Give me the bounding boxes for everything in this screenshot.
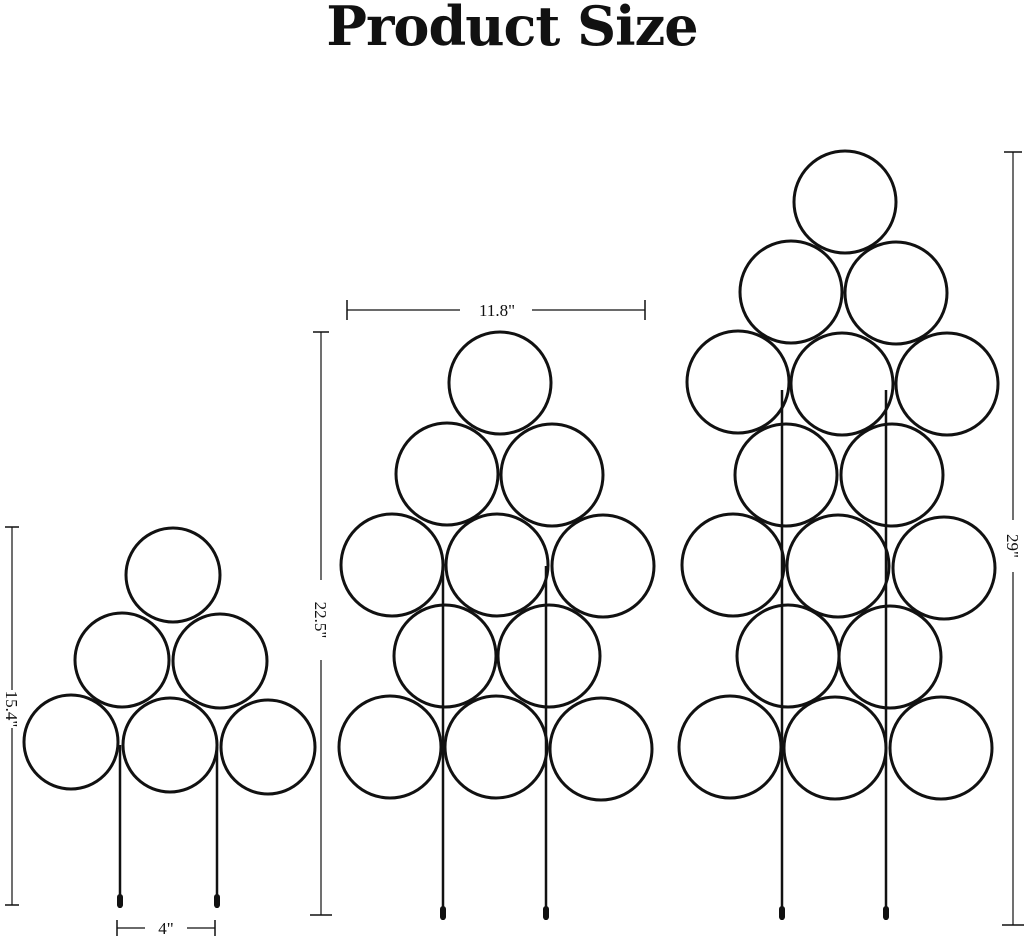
- dimension-small-stake-spacing: 4": [116, 919, 216, 938]
- stake-tip: [779, 906, 785, 920]
- stake-tip: [440, 906, 446, 920]
- medium-height-label: 22.5": [311, 602, 330, 639]
- trellis-ring: [789, 331, 895, 437]
- trellis-ring: [496, 603, 602, 709]
- trellis-ring: [550, 513, 656, 619]
- trellis-ring: [443, 694, 549, 800]
- trellis-medium: [337, 330, 656, 920]
- page-title: Product Size: [326, 0, 698, 58]
- small-spacing-label: 4": [158, 919, 173, 938]
- stake-tip: [883, 906, 889, 920]
- trellis-large: [677, 149, 1000, 920]
- trellis-ring: [337, 694, 443, 800]
- trellis-ring: [738, 239, 844, 345]
- stake-tip: [117, 894, 123, 908]
- trellis-ring: [733, 422, 839, 528]
- trellis-ring: [73, 611, 171, 709]
- small-height-label: 15.4": [2, 691, 21, 728]
- stake-tip: [543, 906, 549, 920]
- dimension-small-height: 15.4": [2, 526, 21, 906]
- trellis-ring: [392, 603, 498, 709]
- trellis-ring: [548, 696, 654, 802]
- trellis-ring: [394, 421, 500, 527]
- dimension-large-height: 29": [1002, 151, 1024, 926]
- trellis-ring: [843, 240, 949, 346]
- trellis-small: [22, 526, 317, 908]
- trellis-ring: [121, 696, 219, 794]
- trellis-ring: [782, 695, 888, 801]
- trellis-ring: [677, 694, 783, 800]
- trellis-ring: [735, 603, 841, 709]
- trellis-ring: [22, 693, 120, 791]
- trellis-ring: [685, 329, 791, 435]
- large-height-label: 29": [1003, 534, 1022, 558]
- trellis-ring: [894, 331, 1000, 437]
- trellis-ring: [339, 512, 445, 618]
- trellis-ring: [888, 695, 994, 801]
- medium-width-label: 11.8": [479, 301, 515, 320]
- trellis-ring: [891, 515, 997, 621]
- dimension-medium-width: 11.8": [346, 300, 646, 320]
- trellis-ring: [792, 149, 898, 255]
- trellis-ring: [171, 612, 269, 710]
- trellis-ring: [837, 604, 943, 710]
- trellis-ring: [839, 422, 945, 528]
- stake-tip: [214, 894, 220, 908]
- trellis-ring: [219, 698, 317, 796]
- trellis-ring: [680, 512, 786, 618]
- trellis-ring: [447, 330, 553, 436]
- trellis-ring: [785, 513, 891, 619]
- trellis-ring: [124, 526, 222, 624]
- dimension-medium-height: 22.5": [310, 331, 332, 916]
- trellis-ring: [499, 422, 605, 528]
- trellis-ring: [444, 512, 550, 618]
